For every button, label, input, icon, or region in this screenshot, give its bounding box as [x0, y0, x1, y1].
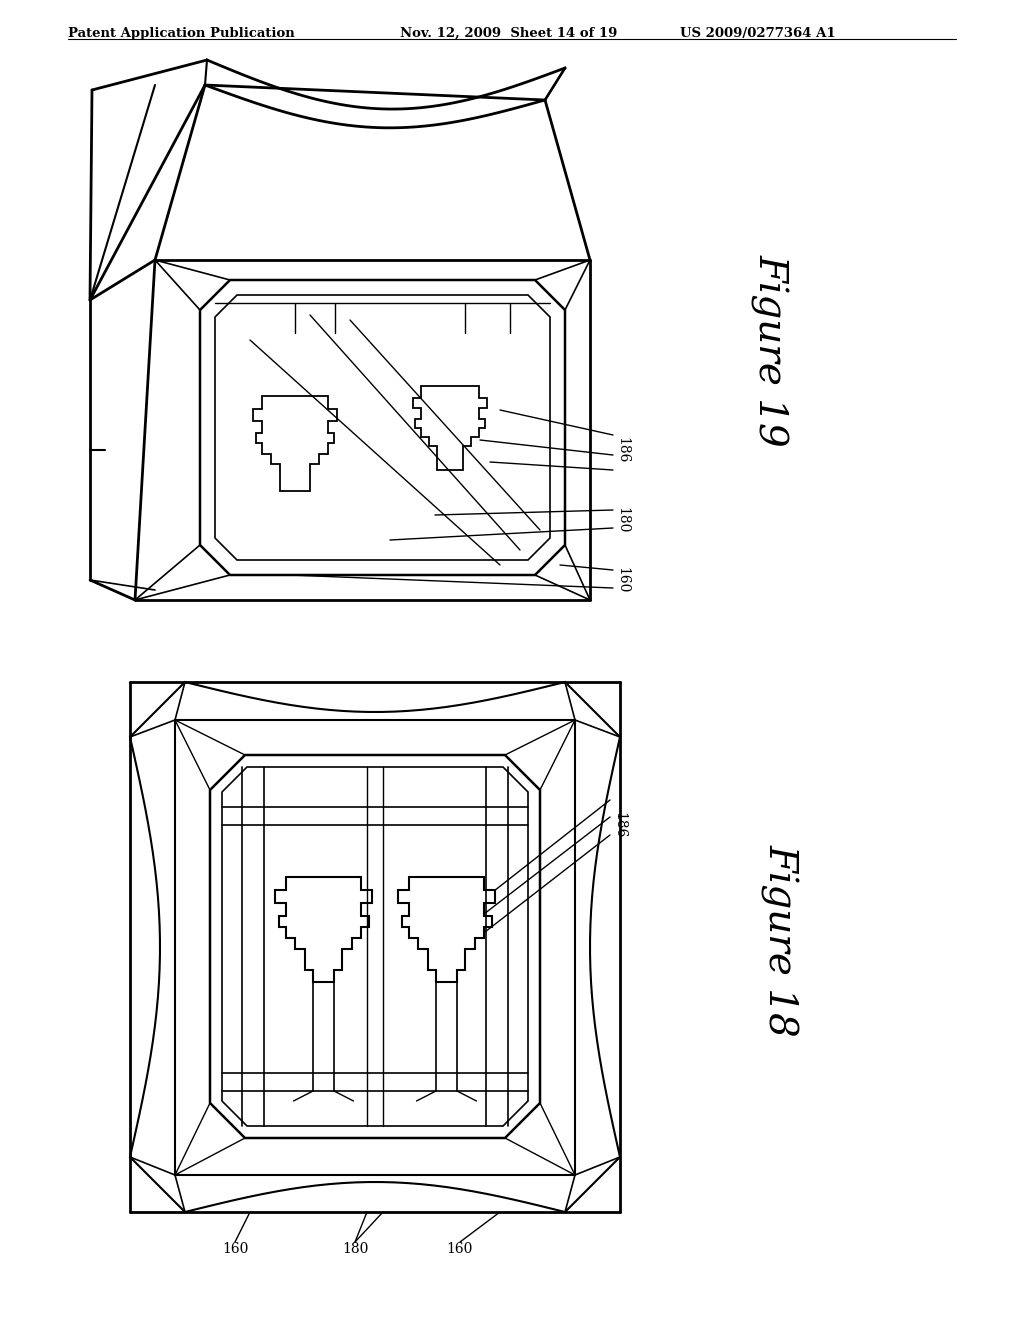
Text: US 2009/0277364 A1: US 2009/0277364 A1 — [680, 26, 836, 40]
Text: 160: 160 — [615, 566, 629, 593]
Text: 180: 180 — [342, 1242, 369, 1257]
Polygon shape — [200, 280, 565, 576]
Text: Nov. 12, 2009  Sheet 14 of 19: Nov. 12, 2009 Sheet 14 of 19 — [400, 26, 617, 40]
Text: 160: 160 — [446, 1242, 473, 1257]
Text: 186: 186 — [612, 812, 626, 838]
Polygon shape — [210, 755, 540, 1138]
Polygon shape — [413, 385, 487, 470]
Polygon shape — [215, 294, 550, 560]
Text: 186: 186 — [615, 437, 629, 463]
Text: Patent Application Publication: Patent Application Publication — [68, 26, 295, 40]
Text: Figure 19: Figure 19 — [751, 253, 790, 446]
Polygon shape — [274, 876, 373, 982]
Polygon shape — [222, 767, 528, 1126]
Text: 180: 180 — [615, 507, 629, 533]
Polygon shape — [397, 876, 496, 982]
Text: Figure 18: Figure 18 — [761, 843, 799, 1036]
Text: 160: 160 — [222, 1242, 248, 1257]
Polygon shape — [253, 396, 337, 491]
